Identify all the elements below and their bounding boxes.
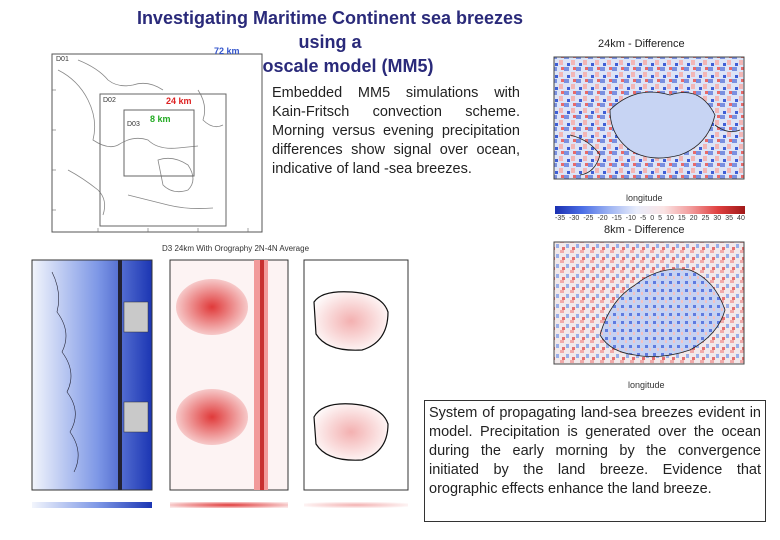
- label-d02: D02: [103, 97, 116, 104]
- colorbar-tick: 25: [701, 215, 710, 222]
- colorbar-tick: 40: [737, 215, 745, 222]
- hovmoller-header: D3 24km With Orography 2N-4N Average: [162, 244, 310, 253]
- panel-24km-map: [540, 55, 746, 185]
- colorbar-tick: -25: [583, 215, 594, 222]
- colorbar-tick: -35: [555, 215, 566, 222]
- domain-map: 72 km 24 km 8 km D01 D02 D03: [38, 46, 266, 240]
- colorbar-tick: 15: [677, 215, 686, 222]
- description-box-2: System of propagating land-sea breezes e…: [424, 400, 766, 522]
- label-d01: D01: [56, 56, 69, 63]
- colorbar-tick: -15: [611, 215, 622, 222]
- panel-24km-title: 24km - Difference: [598, 38, 685, 50]
- panel-8km-map: [540, 240, 746, 370]
- label-24km: 24 km: [166, 96, 192, 106]
- hovmoller-panels: [22, 252, 414, 514]
- panel-24km-graphic: [553, 56, 745, 180]
- description-box-1: Embedded MM5 simulations with Kain-Frits…: [268, 84, 524, 203]
- colorbar-tick: -10: [625, 215, 636, 222]
- panel-8km-xlabel: longitude: [628, 380, 665, 390]
- panel-8km-graphic: [553, 241, 745, 365]
- title-line-1: Investigating Maritime Continent sea bre…: [136, 8, 524, 52]
- colorbar-tick: -5: [639, 215, 647, 222]
- colorbar-tick: 20: [689, 215, 698, 222]
- colorbar-tick: 30: [713, 215, 722, 222]
- colorbar-tick: 5: [658, 215, 663, 222]
- colorbar-ticks: -35 -30 -25 -20 -15 -10 -5 0 5 10 15 20 …: [555, 215, 745, 222]
- colorbar-tick: 35: [725, 215, 734, 222]
- panel-24km-xlabel: longitude: [626, 193, 663, 203]
- domain-map-graphic: [51, 53, 263, 233]
- colorbar-tick: -30: [569, 215, 580, 222]
- page-title: Investigating Maritime Continent sea bre…: [120, 6, 540, 78]
- colorbar-tick: 0: [650, 215, 655, 222]
- label-8km: 8 km: [150, 114, 171, 124]
- label-72km: 72 km: [214, 46, 240, 56]
- colorbar-tick: 10: [666, 215, 674, 222]
- label-d03: D03: [127, 121, 140, 128]
- title-line-2: mesoscale model (MM5): [226, 56, 434, 76]
- colorbar: [555, 206, 745, 214]
- hovmoller-graphic: [31, 259, 409, 508]
- panel-8km-title: 8km - Difference: [604, 224, 685, 236]
- colorbar-tick: -20: [597, 215, 608, 222]
